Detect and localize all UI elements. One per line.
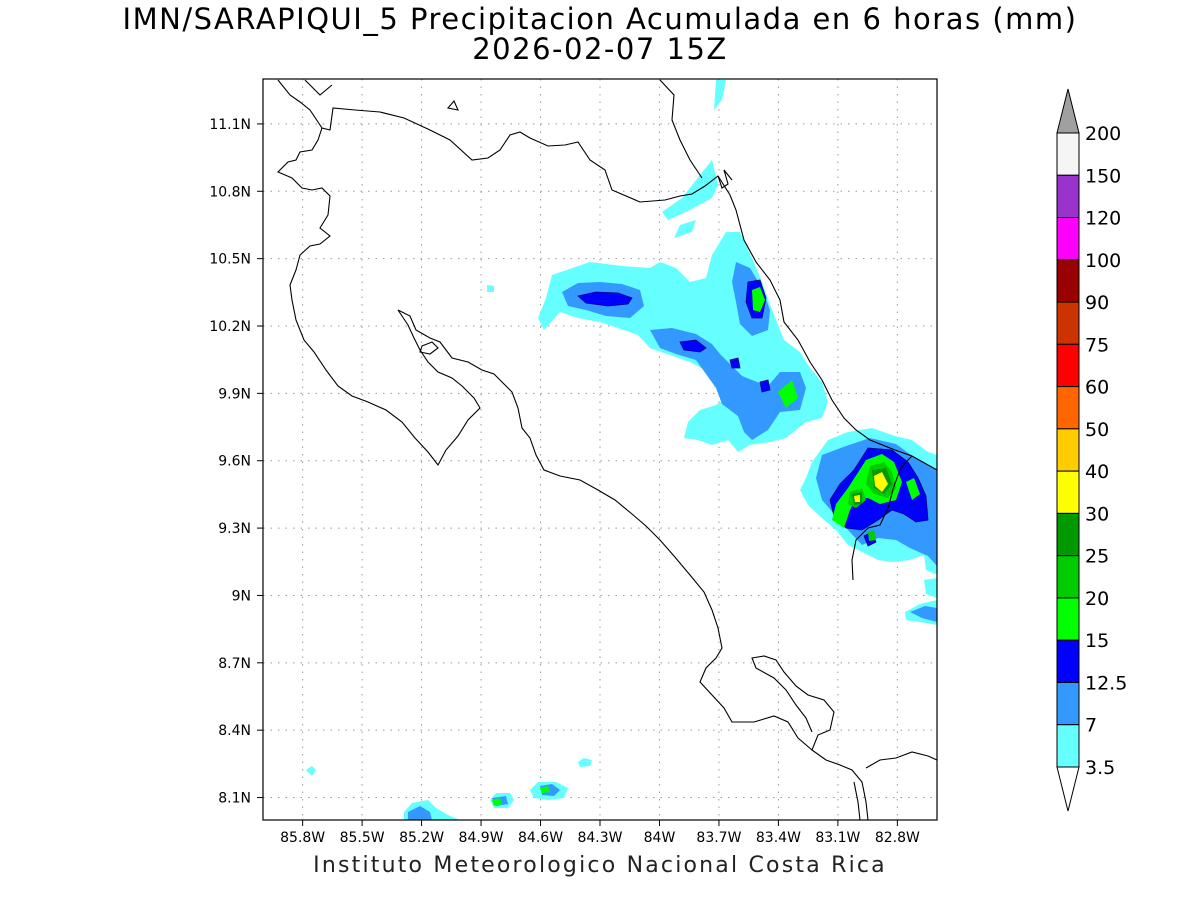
colorbar-label: 200 [1085,123,1121,145]
colorbar-label: 60 [1085,377,1109,399]
coastline [277,127,481,467]
colorbar-label: 50 [1085,419,1109,441]
tick-label-lat: 10.8N [209,184,251,200]
colorbar-label: 3.5 [1085,757,1115,779]
precip-area-15 [906,478,920,500]
colorbar-label: 150 [1085,165,1121,187]
precipitation-field [306,80,937,820]
precip-area-20 [868,530,876,541]
colorbar-segment [1056,386,1080,430]
precip-area-3-5 [674,220,696,238]
tick-label-lon: 84.9W [459,830,504,846]
tick-label-lat: 11.1N [209,117,251,133]
colorbar-label: 25 [1085,546,1109,568]
island-outline [419,341,439,355]
colorbar-label: 20 [1085,588,1109,610]
coastline [659,79,703,179]
tick-label-lat: 8.4N [218,723,251,739]
precip-area-40 [874,472,888,492]
precip-area-15 [540,786,550,793]
border [851,455,913,581]
precip-area-3-5 [662,160,718,220]
map-subtitle-datetime: 2026-02-07 15Z [472,32,728,66]
tick-label-lon: 82.8W [875,830,920,846]
map-axes: 85.8W 85.5W 85.2W 84.9W 84.6W 84.3W 84W 83.7W 83… [209,117,920,846]
precip-area-3-5 [306,766,316,776]
precip-area-15 [492,798,502,806]
tick-label-lon: 83.1W [815,830,860,846]
coastline [277,79,937,471]
colorbar-min-arrow [1056,766,1080,812]
color-legend: 200 150 120 100 90 75 60 50 40 30 25 20 15 12.5 7 3.5 [1056,88,1127,812]
precip-area-15 [752,287,765,312]
precip-area-12-5 [759,379,771,393]
colorbar-segment [1056,512,1080,557]
tick-label-lon: 85.5W [340,830,385,846]
tick-label-lon: 83.7W [696,830,741,846]
colorbar-segment [1056,428,1080,472]
colorbar-segment [1056,259,1080,303]
tick-label-lon: 85.8W [280,830,325,846]
coastline [397,309,835,751]
colorbar-label: 100 [1085,250,1121,272]
colorbar-segment [1056,217,1080,261]
colorbar-segment [1056,301,1080,345]
colorbar-segment [1056,639,1080,683]
precip-area-3-5 [578,758,592,767]
precip-area-7 [650,328,806,440]
tick-label-lat: 8.1N [218,791,251,807]
tick-label-lat: 10.5N [209,252,251,268]
colorbar-segment [1056,132,1080,176]
precip-area-15 [778,380,798,408]
tick-label-lat: 9.6N [218,454,251,470]
precip-area-12-5 [577,291,633,307]
tick-label-lon: 84W [644,830,676,846]
coastline [304,79,333,96]
precip-area-7 [910,606,937,622]
tick-label-lat: 9.3N [218,521,251,537]
colorbar-label: 12.5 [1085,672,1127,694]
footer-credit: Instituto Meteorologico Nacional Costa R… [313,853,887,878]
colorbar-segment [1056,681,1080,726]
colorbar-segment [1056,597,1080,641]
colorbar-segment [1056,470,1080,514]
tick-label-lat: 9N [232,588,251,604]
tick-label-lat: 8.7N [218,656,251,672]
precip-area-3-5 [714,80,726,110]
precip-area-3-5 [487,285,494,292]
tick-label-lon: 85.2W [399,830,444,846]
colorbar-segment [1056,343,1080,388]
colorbar-label: 7 [1085,715,1097,737]
colorbar-label: 120 [1085,208,1121,230]
tick-label-lon: 84.3W [577,830,622,846]
colorbar-label: 30 [1085,503,1109,525]
colorbar-label: 15 [1085,630,1109,652]
tick-label-lon: 84.6W [518,830,563,846]
precip-area-40 [854,495,860,502]
coastlines-and-borders [277,79,937,820]
coastline [446,99,459,111]
colorbar-segment [1056,174,1080,219]
coastline [811,749,869,820]
colorbar-segment [1056,555,1080,599]
colorbar-segment [1056,724,1080,768]
precip-area-3-5 [924,578,937,598]
coastline [717,169,733,189]
tick-label-lat: 10.2N [209,319,251,335]
precip-area-12-5 [679,339,707,353]
precip-area-12-5 [729,357,741,369]
colorbar-max-arrow [1056,88,1080,134]
colorbar-label: 90 [1085,292,1109,314]
tick-label-lat: 9.9N [218,386,251,402]
colorbar-label: 75 [1085,334,1109,356]
map-title: IMN/SARAPIQUI_5 Precipitacion Acumulada … [122,2,1078,36]
coastline [865,751,937,769]
tick-label-lon: 83.4W [756,830,801,846]
colorbar-label: 40 [1085,461,1109,483]
precip-area-7 [408,806,432,820]
